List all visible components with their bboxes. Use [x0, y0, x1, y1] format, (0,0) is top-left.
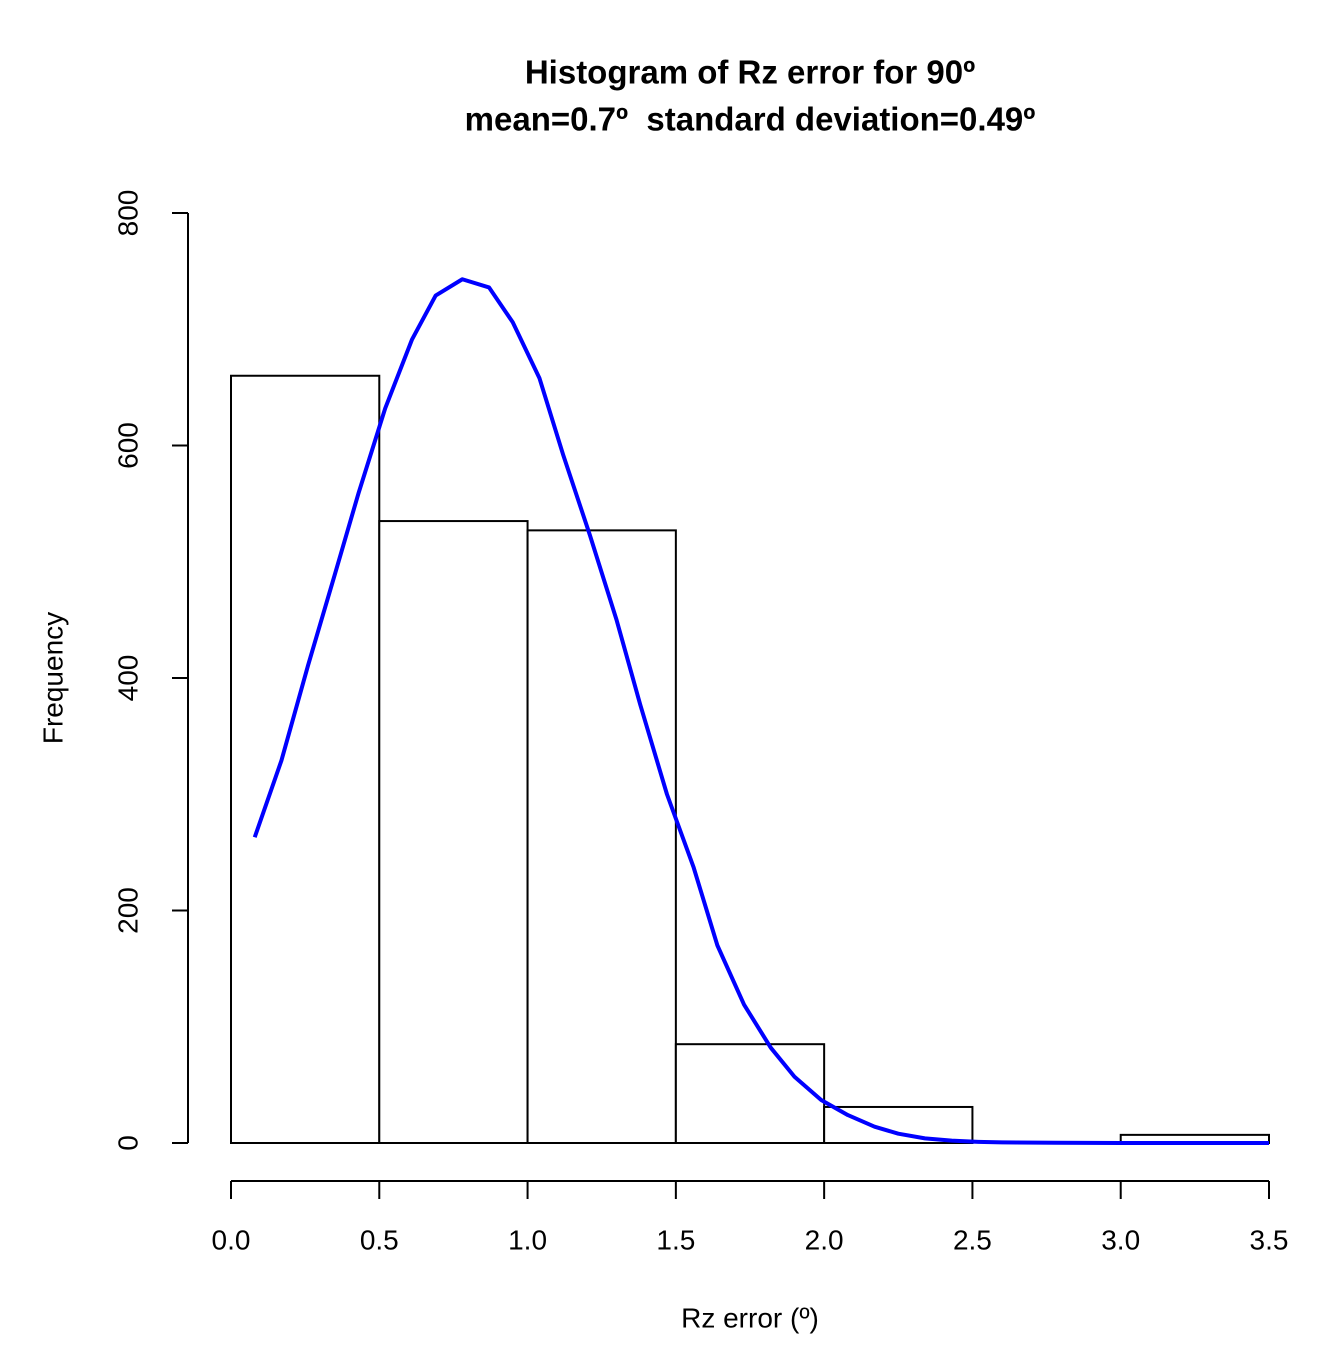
x-tick-label: 1.5 — [656, 1224, 695, 1255]
x-tick-label: 0.0 — [212, 1224, 251, 1255]
chart-subtitle: mean=0.7º standard deviation=0.49º — [465, 101, 1036, 138]
chart-title: Histogram of Rz error for 90º — [525, 54, 975, 91]
y-tick-label: 0 — [112, 1135, 143, 1151]
x-tick-label: 2.0 — [805, 1224, 844, 1255]
y-tick-label: 600 — [112, 422, 143, 469]
bar — [526, 529, 677, 1144]
x-axis-label: Rz error (º) — [681, 1302, 819, 1333]
x-tick-label: 3.5 — [1250, 1224, 1289, 1255]
bar — [378, 520, 529, 1144]
bar — [230, 374, 381, 1144]
x-tick-label: 2.5 — [953, 1224, 992, 1255]
y-tick-label: 200 — [112, 887, 143, 934]
y-tick-label: 400 — [112, 655, 143, 702]
x-tick-label: 3.0 — [1101, 1224, 1140, 1255]
x-tick-label: 1.0 — [508, 1224, 547, 1255]
density-curve — [252, 277, 1269, 1145]
x-tick-label: 0.5 — [360, 1224, 399, 1255]
y-tick-label: 800 — [112, 190, 143, 237]
y-axis-label: Frequency — [37, 612, 68, 744]
bar — [674, 1043, 826, 1144]
bar — [823, 1105, 974, 1145]
